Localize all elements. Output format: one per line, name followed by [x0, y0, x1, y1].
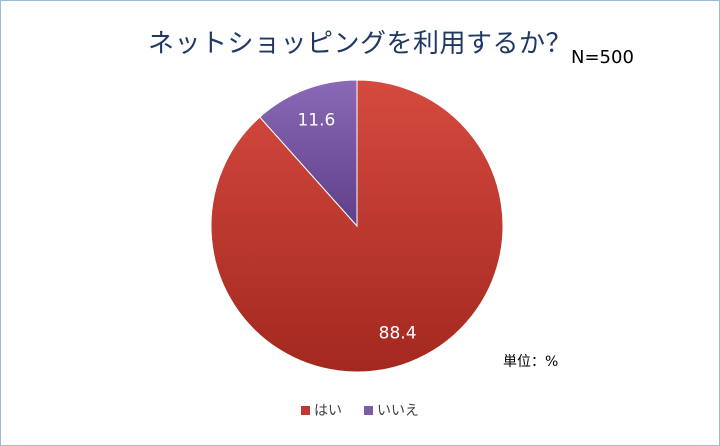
sample-size-label: N=500 — [571, 47, 634, 68]
data-label-no: 11.6 — [297, 111, 335, 131]
legend-label-yes: はい — [314, 403, 342, 419]
data-label-yes: 88.4 — [379, 323, 417, 343]
chart-title: ネットショッピングを利用するか？ — [147, 29, 572, 59]
legend-label-no: いいえ — [377, 403, 419, 419]
legend-item-yes: はい — [301, 400, 342, 420]
legend-swatch-no — [364, 405, 373, 415]
legend-swatch-yes — [301, 405, 310, 415]
pie-slice-no — [259, 79, 358, 228]
unit-label: 単位：% — [503, 354, 559, 370]
legend: はい いいえ — [1, 400, 719, 420]
legend-item-no: いいえ — [364, 400, 419, 420]
